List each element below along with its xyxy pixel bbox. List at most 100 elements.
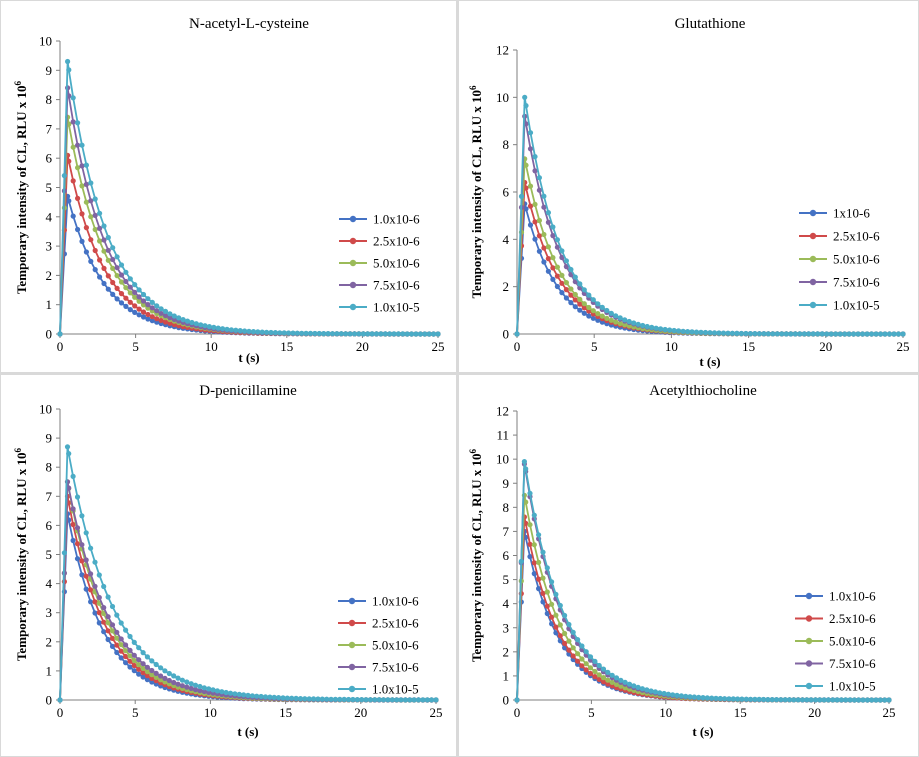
x-tick-label: 5 [132,339,139,354]
data-point [123,269,129,275]
data-point [131,662,137,669]
data-point [514,331,520,337]
chart-svg: Glutathione 0 2 4 6 8 10 12 0 5 10 15 20 25 t (s) Tempo… [468,16,910,369]
data-point [299,330,305,336]
y-tick-label: 12 [496,404,509,419]
legend-label: 2.5x10-6 [833,229,880,244]
y-tick-label: 5 [46,180,53,195]
data-point [532,154,538,160]
data-point [66,67,72,73]
data-point [127,299,133,305]
y-tick-label: 10 [496,90,509,105]
data-point [417,331,423,337]
legend-item: 5.0x10-6 [799,252,880,267]
data-point [144,677,150,683]
data-point [752,331,758,337]
data-point [140,661,146,667]
data-point [825,697,831,703]
legend-label: 2.5x10-6 [829,611,876,626]
data-point [626,318,632,325]
data-point [540,575,546,581]
data-point [127,653,133,659]
legend-item: 1.0x10-6 [795,589,876,604]
data-point [587,654,594,660]
data-point [426,331,432,337]
data-point [609,672,615,678]
data-point [613,313,619,319]
data-point [350,696,356,703]
data-point [311,696,317,702]
data-point [127,633,133,640]
data-point [206,324,212,330]
data-point [268,329,274,336]
data-point [523,520,529,526]
data-point [395,331,401,337]
y-tick-label: 2 [503,279,510,294]
data-point [550,265,556,271]
data-point [149,305,155,311]
data-point [786,697,793,703]
data-point [572,291,578,298]
y-tick-label: 7 [46,489,53,504]
data-point [856,697,862,703]
x-tick-label: 20 [819,339,832,354]
data-point [604,307,610,314]
data-point [532,168,538,174]
data-point [127,276,133,282]
data-point [114,273,120,279]
data-point [570,645,576,651]
data-point [678,693,684,699]
data-point [581,301,587,307]
data-point [553,591,559,597]
data-point [227,690,234,696]
data-point [545,210,551,216]
data-point [527,183,534,189]
data-point [66,158,72,164]
data-point [319,696,325,702]
data-point [114,629,120,635]
data-point [101,265,107,271]
data-point [105,620,111,626]
data-point [65,58,71,65]
data-point [180,317,186,323]
data-point [433,697,439,703]
data-point [179,677,185,683]
data-point [579,643,585,649]
data-point [83,586,89,592]
data-point [550,224,556,230]
data-point [97,257,103,263]
data-point [284,695,290,701]
data-point [245,692,251,698]
y-tick-label: 2 [503,644,510,659]
data-point [725,330,731,336]
data-point [882,331,888,337]
series-line [516,203,903,335]
data-point [109,603,116,610]
data-point [812,697,819,703]
data-point [149,672,155,678]
data-point [587,665,594,671]
legend-label: 7.5x10-6 [373,278,420,293]
data-point [761,331,767,337]
y-axis-title: Temporary intensity of CL, RLU x 106 [468,85,484,299]
legend-swatch-marker [348,663,356,671]
data-point [354,697,360,703]
legend-item: 2.5x10-6 [795,611,876,626]
data-point [575,637,581,643]
data-point [79,163,85,169]
legend-swatch-marker [809,255,817,263]
data-point [583,649,589,655]
data-point [223,689,229,696]
data-point [70,95,76,101]
data-point [435,331,441,337]
y-tick-label: 10 [39,402,52,417]
data-point [144,664,150,670]
data-point [806,331,812,337]
data-point [66,451,72,457]
data-point [136,666,142,672]
data-point [782,697,788,703]
data-point [88,545,94,551]
legend-label: 1.0x10-5 [829,679,876,694]
data-point [360,331,366,337]
